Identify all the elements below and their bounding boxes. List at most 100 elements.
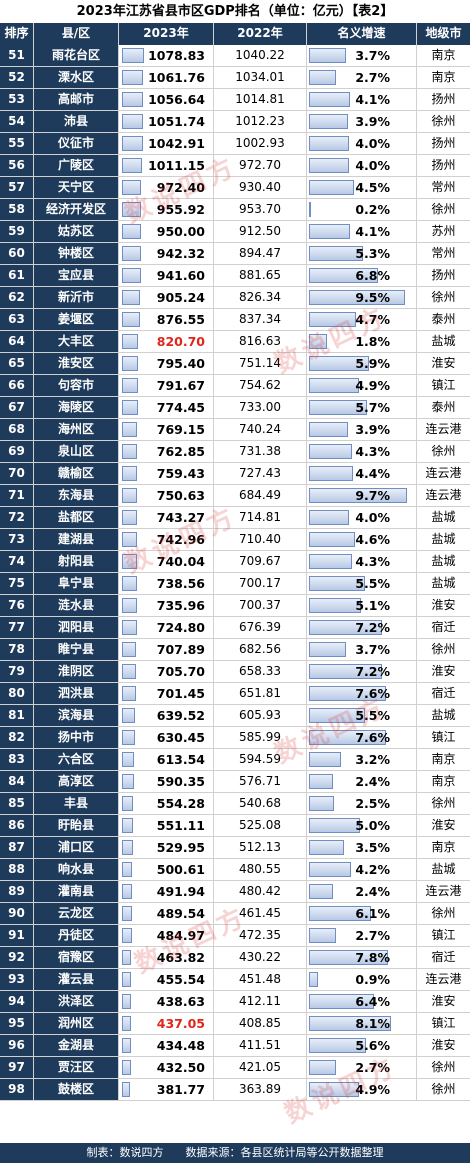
value-2022-cell: 733.00 [214, 397, 307, 418]
value-2023-bar [122, 400, 138, 415]
growth-value: 6.4% [355, 994, 390, 1009]
rank-cell: 59 [0, 221, 34, 242]
name-cell: 雨花台区 [34, 45, 119, 66]
growth-value: 5.1% [355, 598, 390, 613]
value-2023-cell: 639.52 [119, 705, 214, 726]
value-2023-cell: 1061.76 [119, 67, 214, 88]
table-row: 74 射阳县 740.04 709.67 4.3% 盐城 [0, 551, 470, 573]
value-2023-bar [122, 972, 132, 987]
growth-value: 5.6% [355, 1038, 390, 1053]
value-2023: 630.45 [156, 730, 205, 745]
value-2023-bar [122, 752, 135, 767]
name-cell: 淮阴区 [34, 661, 119, 682]
value-2023-bar [122, 334, 139, 349]
city-cell: 南京 [431, 774, 456, 788]
rank-cell: 91 [0, 925, 34, 946]
value-2023-bar [122, 290, 141, 305]
city-cell: 宿迁 [431, 620, 456, 634]
city-cell: 盐城 [431, 862, 456, 876]
growth-bar [309, 268, 378, 283]
growth-bar [309, 796, 335, 811]
name-cell: 姑苏区 [34, 221, 119, 242]
value-2022-cell: 411.51 [214, 1035, 307, 1056]
header-2023: 2023年 [119, 23, 214, 45]
value-2023-cell: 1042.91 [119, 133, 214, 154]
value-2023-bar [122, 180, 142, 195]
table-row: 85 丰县 554.28 540.68 2.5% 徐州 [0, 793, 470, 815]
rank-cell: 73 [0, 529, 34, 550]
city-cell: 镇江 [431, 730, 456, 744]
table-row: 91 丹徒区 484.97 472.35 2.7% 镇江 [0, 925, 470, 947]
city-cell: 镇江 [431, 1016, 456, 1030]
value-2023-bar [122, 1060, 131, 1075]
growth-bar [309, 202, 312, 217]
table-header: 排序 县/区 2023年 2022年 名义增速 地级市 [0, 23, 470, 45]
growth-cell: 5.7% [307, 397, 417, 418]
rank-cell: 55 [0, 133, 34, 154]
value-2022-cell: 1002.93 [214, 133, 307, 154]
name-cell: 东海县 [34, 485, 119, 506]
table-row: 55 仪征市 1042.91 1002.93 4.0% 扬州 [0, 133, 470, 155]
city-cell: 淮安 [431, 818, 456, 832]
name-cell: 扬中市 [34, 727, 119, 748]
value-2023: 434.48 [156, 1038, 205, 1053]
growth-bar [309, 1082, 359, 1097]
rank-cell: 52 [0, 67, 34, 88]
header-rank: 排序 [0, 23, 34, 45]
city-cell: 南京 [431, 840, 456, 854]
growth-value: 2.4% [355, 774, 390, 789]
value-2023: 590.35 [156, 774, 205, 789]
table-row: 95 润州区 437.05 408.85 8.1% 镇江 [0, 1013, 470, 1035]
growth-cell: 3.9% [307, 111, 417, 132]
rank-cell: 64 [0, 331, 34, 352]
growth-value: 4.2% [355, 862, 390, 877]
growth-value: 2.7% [355, 1060, 390, 1075]
header-name: 县/区 [34, 23, 119, 45]
value-2023-bar [122, 224, 142, 239]
rank-cell: 56 [0, 155, 34, 176]
value-2022-cell: 953.70 [214, 199, 307, 220]
rank-cell: 70 [0, 463, 34, 484]
rank-cell: 94 [0, 991, 34, 1012]
value-2023-cell: 438.63 [119, 991, 214, 1012]
name-cell: 宿豫区 [34, 947, 119, 968]
growth-cell: 2.7% [307, 67, 417, 88]
rank-cell: 53 [0, 89, 34, 110]
growth-cell: 5.5% [307, 705, 417, 726]
growth-value: 2.4% [355, 884, 390, 899]
value-2023: 1042.91 [148, 136, 205, 151]
value-2023-cell: 950.00 [119, 221, 214, 242]
value-2023-bar [122, 796, 134, 811]
name-cell: 仪征市 [34, 133, 119, 154]
growth-value: 5.5% [355, 708, 390, 723]
value-2023-bar [122, 950, 132, 965]
growth-cell: 7.2% [307, 661, 417, 682]
table-row: 67 海陵区 774.45 733.00 5.7% 泰州 [0, 397, 470, 419]
value-2023-bar [122, 884, 132, 899]
value-2023: 941.60 [156, 268, 205, 283]
growth-value: 4.9% [355, 1082, 390, 1097]
value-2023: 1056.64 [148, 92, 205, 107]
growth-bar [309, 136, 350, 151]
growth-cell: 9.7% [307, 485, 417, 506]
value-2023-cell: 1078.83 [119, 45, 214, 66]
table-row: 86 盱眙县 551.11 525.08 5.0% 淮安 [0, 815, 470, 837]
rank-cell: 78 [0, 639, 34, 660]
table-row: 58 经济开发区 955.92 953.70 0.2% 徐州 [0, 199, 470, 221]
value-2023: 905.24 [156, 290, 205, 305]
name-cell: 经济开发区 [34, 199, 119, 220]
value-2022-cell: 658.33 [214, 661, 307, 682]
growth-bar [309, 752, 342, 767]
value-2023-cell: 738.56 [119, 573, 214, 594]
table-row: 90 云龙区 489.54 461.45 6.1% 徐州 [0, 903, 470, 925]
city-cell: 盐城 [431, 554, 456, 568]
rank-cell: 63 [0, 309, 34, 330]
city-cell: 盐城 [431, 576, 456, 590]
value-2023: 463.82 [156, 950, 205, 965]
value-2023-bar [122, 818, 134, 833]
table-row: 89 灌南县 491.94 480.42 2.4% 连云港 [0, 881, 470, 903]
name-cell: 润州区 [34, 1013, 119, 1034]
growth-bar [309, 972, 319, 987]
value-2022-cell: 1040.22 [214, 45, 307, 66]
growth-value: 4.0% [355, 510, 390, 525]
